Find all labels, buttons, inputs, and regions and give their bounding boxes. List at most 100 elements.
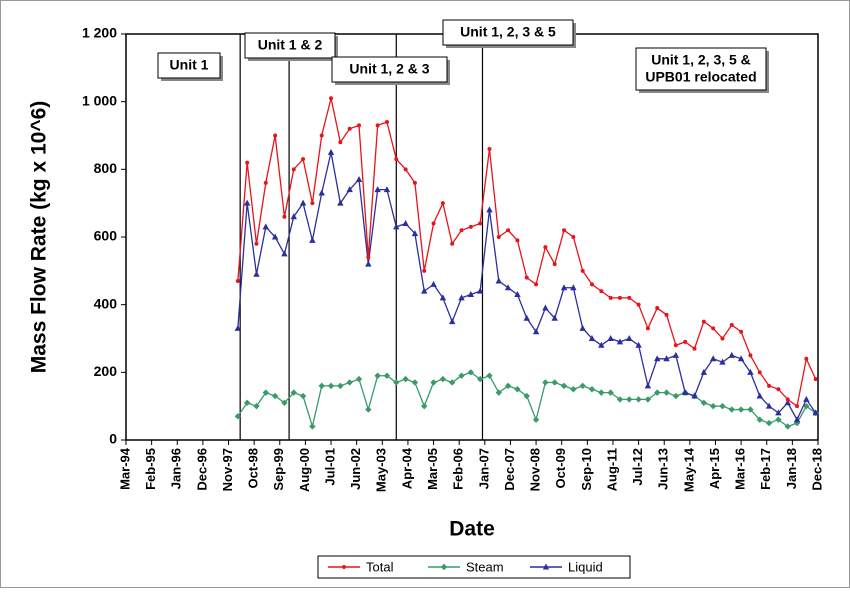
marker	[365, 260, 372, 267]
x-tick-label: Jun-13	[656, 448, 671, 490]
annotation-text: Unit 1, 2, 3, 5 &	[651, 52, 751, 68]
marker	[243, 399, 251, 406]
marker	[756, 392, 763, 399]
marker	[281, 399, 288, 406]
x-tick-label: Jan-18	[784, 448, 799, 489]
marker	[515, 238, 520, 243]
marker	[506, 228, 511, 233]
y-tick-label: 0	[109, 431, 117, 447]
marker	[403, 167, 408, 172]
marker	[737, 355, 745, 362]
marker	[439, 375, 447, 383]
marker	[235, 278, 240, 283]
marker	[291, 167, 296, 172]
marker	[290, 389, 297, 396]
marker	[393, 379, 400, 386]
marker	[532, 416, 540, 423]
marker	[458, 372, 465, 379]
marker	[588, 335, 596, 341]
x-tick-label: Mar-16	[733, 448, 748, 490]
marker	[579, 324, 586, 331]
marker	[393, 223, 400, 230]
marker	[271, 392, 279, 400]
annotation-text: Unit 1	[170, 57, 209, 73]
marker	[756, 416, 763, 423]
marker	[784, 399, 791, 406]
marker	[450, 241, 455, 246]
x-tick-label: Apr-04	[399, 447, 414, 489]
marker	[785, 397, 790, 402]
marker	[551, 379, 558, 386]
marker	[560, 284, 568, 291]
marker	[562, 228, 567, 233]
y-tick-label: 400	[94, 295, 118, 311]
marker	[663, 355, 670, 362]
x-tick-label: Aug-00	[297, 448, 312, 492]
marker	[580, 268, 585, 273]
marker	[394, 157, 399, 162]
marker	[468, 224, 473, 229]
marker	[327, 148, 335, 155]
x-tick-label: Mar-94	[117, 447, 132, 490]
annotation-box	[331, 56, 448, 83]
marker	[383, 186, 391, 193]
marker	[709, 402, 717, 410]
marker	[534, 282, 539, 287]
marker	[478, 221, 483, 226]
marker	[309, 423, 316, 430]
marker	[281, 250, 288, 257]
marker	[635, 396, 642, 403]
marker	[691, 392, 698, 399]
marker	[635, 341, 642, 348]
y-tick-label: 600	[94, 228, 118, 244]
marker	[765, 419, 773, 427]
marker	[747, 368, 754, 375]
annotation-text: UPB01 relocated	[645, 69, 756, 85]
y-tick-label: 1 000	[82, 92, 117, 108]
marker	[523, 392, 530, 400]
marker	[440, 563, 448, 571]
marker	[254, 241, 259, 246]
marker	[374, 186, 381, 193]
marker	[812, 409, 819, 416]
marker	[719, 402, 726, 410]
marker	[700, 368, 708, 375]
marker	[448, 379, 456, 386]
marker	[253, 402, 260, 410]
marker	[290, 213, 297, 220]
x-tick-label: Jan-07	[476, 448, 491, 489]
marker	[439, 294, 447, 301]
marker	[571, 235, 576, 239]
marker	[532, 328, 540, 335]
marker	[486, 206, 493, 213]
marker	[644, 382, 652, 389]
y-tick-label: 1 200	[82, 25, 117, 41]
annotation-text: Unit 1 & 2	[258, 37, 323, 53]
annotation-box	[635, 47, 767, 91]
marker	[729, 322, 734, 327]
marker	[366, 255, 371, 260]
x-tick-label: Jul-12	[630, 448, 645, 486]
marker	[496, 235, 501, 239]
marker	[309, 236, 316, 243]
marker	[700, 399, 708, 406]
marker	[495, 277, 502, 284]
marker	[346, 186, 353, 193]
marker	[338, 140, 343, 145]
marker	[476, 375, 484, 383]
marker	[467, 369, 475, 376]
marker	[626, 396, 633, 403]
marker	[327, 382, 335, 390]
marker	[243, 199, 251, 206]
marker	[495, 389, 502, 396]
marker	[672, 351, 680, 358]
x-tick-label: Feb-95	[143, 448, 158, 490]
marker	[253, 270, 260, 277]
marker	[430, 280, 437, 287]
marker	[560, 382, 568, 390]
x-tick-label: Feb-06	[451, 448, 466, 490]
marker	[711, 326, 716, 331]
x-tick-label: Oct-09	[553, 448, 568, 488]
marker	[681, 389, 689, 396]
marker	[757, 370, 762, 375]
